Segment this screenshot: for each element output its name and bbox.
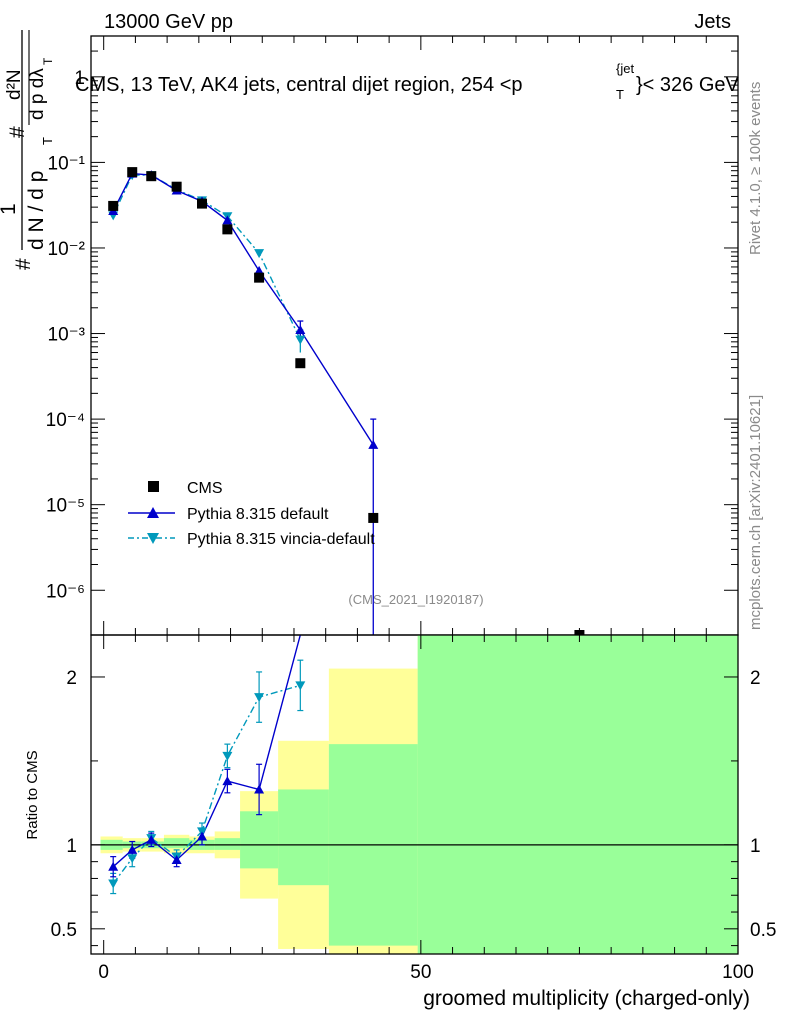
mcplots-label: mcplots.cern.ch [arXiv:2401.10621]	[747, 395, 764, 630]
ratio-band-green	[417, 635, 738, 954]
y-label-d2N: d²N	[4, 69, 25, 100]
ratio-panel: 0.5 0.5 1 1 2 2 0 50 100	[51, 634, 776, 983]
ratio-default-point	[146, 834, 157, 844]
plot-title: CMS, 13 TeV, AK4 jets, central dijet reg…	[75, 61, 740, 102]
ratio-band-green	[163, 838, 190, 849]
ratio-xtick-label: 0	[98, 962, 109, 983]
title-main: CMS, 13 TeV, AK4 jets, central dijet reg…	[75, 74, 523, 96]
ratio-band-green	[278, 789, 329, 886]
ratio-ticks: 0.5 0.5 1 1 2 2 0 50 100	[51, 635, 776, 983]
header-process: Jets	[694, 11, 731, 33]
ratio-bands	[100, 635, 738, 954]
y-label-hash1: #	[12, 258, 35, 270]
legend-default-label: Pythia 8.315 default	[187, 506, 329, 523]
ratio-ytick-label: 2	[66, 668, 77, 689]
default-point	[295, 325, 306, 335]
main-panel: 1 10⁻¹ 10⁻² 10⁻³ 10⁻⁴ 10⁻⁵ 10⁻⁶	[46, 35, 739, 640]
ratio-default-point	[222, 776, 233, 786]
ratio-vincia-point	[295, 681, 306, 691]
legend-cms-label: CMS	[187, 480, 223, 497]
cms-point	[295, 358, 306, 369]
x-axis-label: groomed multiplicity (charged-only)	[423, 987, 750, 1010]
ratio-default-point	[254, 784, 265, 794]
vincia-point	[254, 249, 265, 259]
y-label-main: # 1 d N / d p T # d²N d p dλ T	[0, 30, 55, 270]
default-point	[368, 439, 379, 449]
ratio-default-point	[127, 844, 138, 854]
y-label-dpT-dlambda: d p dλ	[27, 68, 48, 120]
ratio-vincia-point	[127, 854, 138, 864]
legend: CMS Pythia 8.315 default Pythia 8.315 vi…	[128, 480, 375, 548]
main-series	[108, 167, 585, 640]
main-ytick-label: 10⁻⁴	[46, 410, 85, 431]
ratio-band-green	[240, 811, 279, 869]
cms-point	[368, 512, 379, 523]
ratio-default-line	[112, 634, 301, 868]
ratio-vincia-point	[108, 879, 119, 889]
ratio-default-point	[108, 861, 119, 871]
y-label-T1: T	[40, 137, 55, 145]
ratio-ytick-label-right: 1	[750, 836, 761, 857]
default-line	[112, 172, 374, 446]
ratio-frame	[90, 634, 739, 955]
main-ytick-label: 10⁻³	[48, 325, 86, 346]
legend-vincia-marker	[147, 533, 159, 544]
ratio-ytick-label-right: 2	[750, 668, 761, 689]
cms-point	[171, 181, 182, 192]
main-ticks: 1 10⁻¹ 10⁻² 10⁻³ 10⁻⁴ 10⁻⁵ 10⁻⁶	[46, 35, 739, 635]
ratio-default-point	[197, 831, 208, 841]
ratio-ytick-label-right: 0.5	[750, 920, 776, 941]
ratio-ytick-label: 0.5	[51, 920, 77, 941]
title-end: }< 326 GeV	[636, 74, 740, 96]
cms-point	[254, 272, 265, 283]
ratio-xtick-label: 100	[722, 962, 754, 983]
ratio-xtick-label: 50	[410, 962, 431, 983]
y-label-T2: T	[41, 57, 55, 65]
analysis-id: (CMS_2021_I1920187)	[348, 592, 483, 607]
ratio-default-point	[171, 854, 182, 864]
ratio-series	[108, 634, 306, 895]
ratio-band-green	[214, 838, 241, 850]
cms-point	[146, 171, 157, 182]
main-ytick-label: 10⁻⁶	[46, 581, 85, 602]
y-label-one: 1	[0, 203, 20, 215]
cms-point	[222, 224, 233, 235]
rivet-label: Rivet 4.1.0, ≥ 100k events	[747, 82, 764, 255]
cms-point	[197, 198, 208, 209]
title-subscript: T	[616, 87, 624, 102]
legend-default-marker	[147, 507, 159, 518]
ratio-vincia-point	[254, 693, 265, 703]
main-ytick-label: 10⁻⁵	[46, 496, 85, 517]
y-label-dN-dpT: d N / d p	[25, 171, 48, 250]
ratio-ytick-label: 1	[66, 836, 77, 857]
title-superscript: {jet	[616, 61, 634, 76]
legend-vincia-label: Pythia 8.315 vincia-default	[187, 531, 375, 548]
legend-cms-marker	[148, 481, 159, 492]
main-ytick-label: 10⁻²	[48, 239, 86, 260]
main-ytick-label: 1	[74, 68, 85, 89]
ratio-vincia-point	[222, 751, 233, 761]
default-point	[254, 265, 265, 275]
header-collision: 13000 GeV pp	[104, 11, 233, 33]
vincia-point	[295, 335, 306, 345]
y-label-hash2: #	[6, 126, 29, 138]
main-ytick-label: 10⁻¹	[48, 153, 86, 174]
y-label-ratio: Ratio to CMS	[24, 750, 41, 839]
cms-point	[127, 167, 138, 178]
default-point	[222, 215, 233, 225]
cms-point	[108, 200, 119, 211]
